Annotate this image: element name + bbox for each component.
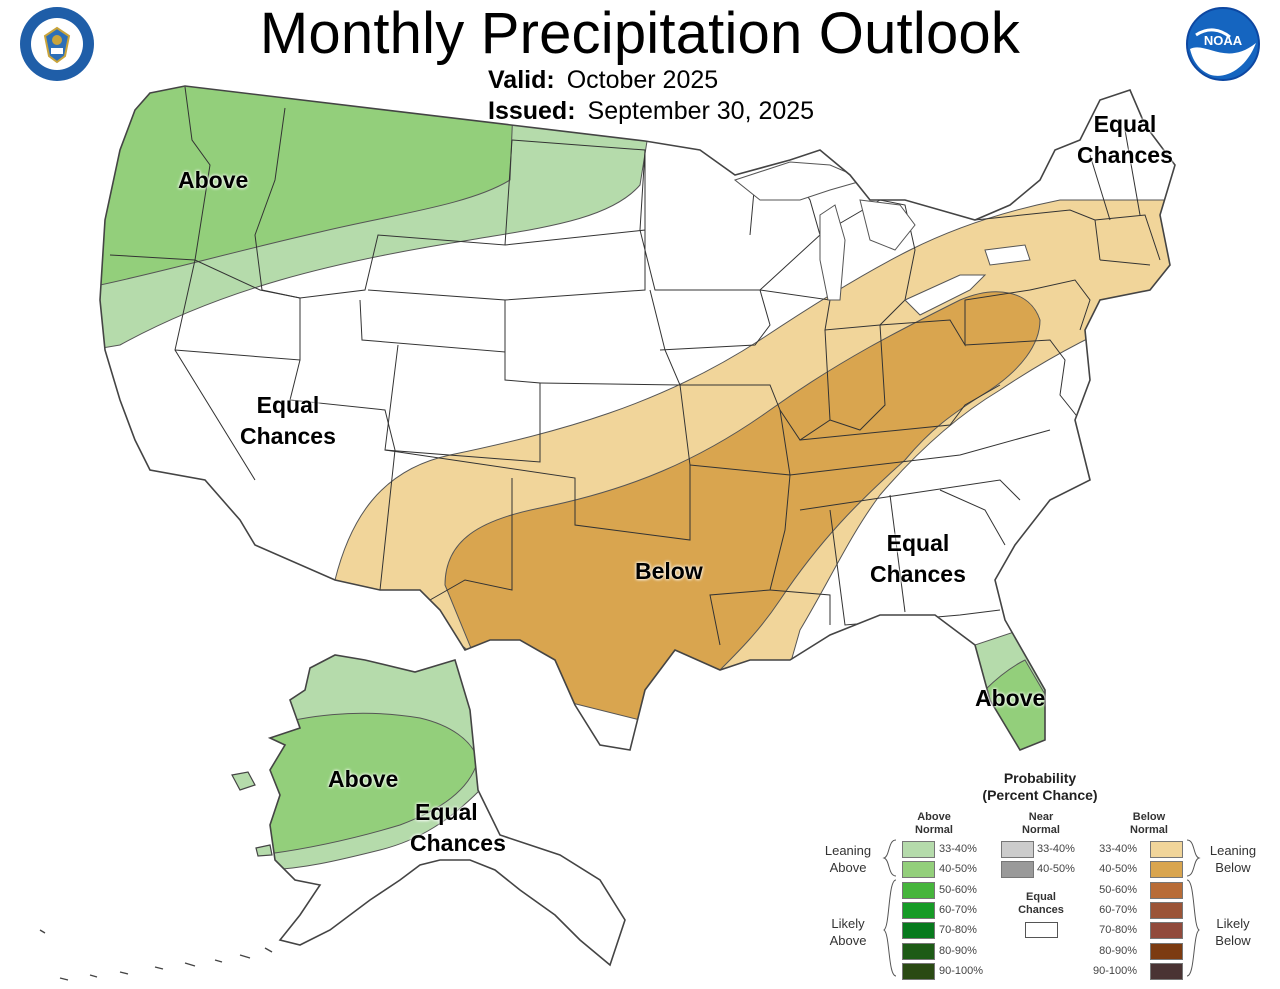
aleutian-islands (39, 929, 273, 981)
department-of-commerce-seal-icon (20, 7, 94, 81)
legend-swatch-below-1 (1150, 841, 1183, 858)
legend-equal-chances-header: Equal Chances (1018, 891, 1064, 916)
legend-group-likely-above: Likely Above (829, 916, 867, 948)
label-south-below: Below (635, 558, 703, 584)
legend-range-near-1: 33-40% (1037, 843, 1075, 855)
legend-range-above-4: 60-70% (939, 903, 977, 916)
legend-swatch-above-3 (902, 881, 935, 899)
legend-brace-above (882, 839, 897, 977)
legend-swatch-above-5 (902, 922, 935, 940)
legend-group-leaning-below: Leaning Below (1209, 843, 1257, 875)
page-title: Monthly Precipitation Outlook (259, 1, 1021, 66)
below-medium-southcentral (444, 291, 1041, 721)
noaa-logo-text: NOAA (1204, 33, 1243, 48)
legend-group-leaning-above: Leaning Above (824, 843, 872, 875)
alaska-islands (231, 771, 273, 857)
legend-range-below-2: 40-50% (1099, 863, 1137, 876)
legend-swatch-below-7 (1150, 962, 1183, 980)
issued-value: September 30, 2025 (587, 97, 815, 125)
legend-swatch-above-7 (902, 962, 935, 980)
valid-label: Valid: (488, 66, 555, 94)
legend-swatch-above-6 (902, 942, 935, 960)
legend-range-above-2: 40-50% (939, 863, 977, 876)
label-west-above: Above (178, 167, 249, 193)
label-northeast-equal-chances: Equal Chances (1077, 111, 1173, 168)
legend-range-above-7: 90-100% (939, 964, 984, 977)
legend-range-above-5: 70-80% (939, 924, 977, 937)
label-alaska-above: Above (328, 766, 399, 792)
state-borders (109, 86, 1161, 646)
legend-swatch-below-3 (1150, 881, 1183, 899)
legend-swatch-above-1 (902, 841, 935, 858)
legend-range-below-3: 50-60% (1099, 883, 1137, 896)
legend-range-below-5: 70-80% (1099, 924, 1137, 937)
legend-swatch-above-4 (902, 901, 935, 919)
label-florida-above: Above (975, 685, 1046, 711)
legend-range-above-1: 33-40% (939, 843, 977, 855)
noaa-logo-icon: NOAA (1186, 7, 1260, 81)
legend-title: Probability (Percent Chance) (982, 770, 1098, 803)
valid-value: October 2025 (566, 66, 719, 94)
legend-range-above-3: 50-60% (939, 883, 977, 896)
label-west-equal-chances: Equal Chances (240, 392, 336, 449)
legend-swatch-above-2 (902, 861, 935, 879)
legend-range-below-7: 90-100% (1092, 964, 1137, 977)
issued-line: Issued: September 30, 2025 (488, 96, 814, 126)
legend-above-header: Above Normal (915, 811, 953, 836)
legend-swatch-below-4 (1150, 901, 1183, 919)
legend-range-below-6: 80-90% (1099, 944, 1137, 957)
legend-swatch-below-6 (1150, 942, 1183, 960)
label-alaska-equal-chances: Equal Chances (410, 799, 506, 856)
legend-range-near-2: 40-50% (1037, 863, 1075, 876)
label-southeast-equal-chances: Equal Chances (870, 530, 966, 587)
legend-equal-chances-swatch (1025, 922, 1058, 938)
legend-below-header: Below Normal (1130, 811, 1168, 836)
legend-range-below-4: 60-70% (1099, 903, 1137, 916)
issued-label: Issued: (488, 97, 576, 125)
legend-range-below-1: 33-40% (1099, 843, 1137, 855)
legend-group-likely-below: Likely Below (1215, 916, 1251, 948)
great-lakes (733, 161, 1031, 316)
above-medium-northwest (100, 86, 516, 286)
legend-range-above-6: 80-90% (939, 944, 977, 957)
legend-swatch-near-2 (1001, 861, 1034, 879)
legend-brace-below (1186, 839, 1201, 977)
alaska-region (39, 654, 626, 981)
legend-swatch-near-1 (1001, 841, 1034, 858)
legend-near-header: Near Normal (1022, 811, 1060, 836)
legend-swatch-below-5 (1150, 922, 1183, 940)
legend-swatch-below-2 (1150, 861, 1183, 879)
valid-line: Valid: October 2025 (488, 65, 718, 95)
